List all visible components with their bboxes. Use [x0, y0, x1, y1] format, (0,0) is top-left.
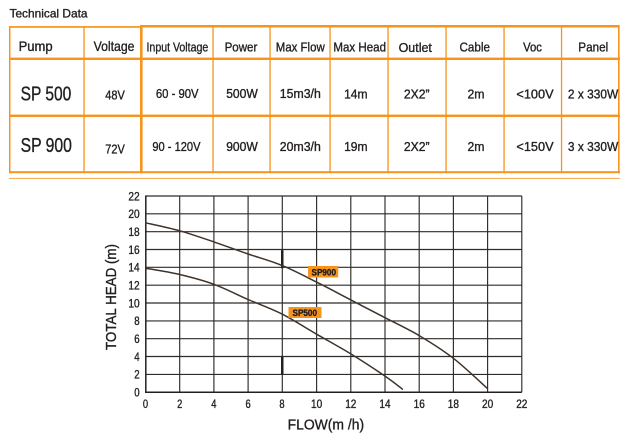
svg-text:12: 12 [128, 281, 139, 293]
svg-text:4: 4 [211, 399, 217, 411]
svg-text:Power: Power [225, 40, 258, 55]
svg-text:Pump: Pump [19, 39, 53, 54]
svg-text:0: 0 [134, 388, 139, 400]
svg-text:14: 14 [379, 399, 391, 411]
svg-text:TOTAL HEAD (m): TOTAL HEAD (m) [103, 244, 120, 350]
svg-text:900W: 900W [226, 139, 258, 154]
svg-text:Voc: Voc [523, 40, 542, 55]
svg-text:<150V: <150V [516, 139, 554, 154]
svg-text:6: 6 [246, 399, 251, 411]
svg-text:20: 20 [482, 399, 493, 411]
svg-text:8: 8 [279, 399, 284, 411]
svg-text:14m: 14m [344, 87, 367, 102]
svg-text:Input Voltage: Input Voltage [147, 39, 209, 54]
svg-text:16: 16 [414, 399, 425, 411]
svg-text:Max Flow: Max Flow [276, 40, 325, 55]
svg-text:2: 2 [134, 370, 139, 382]
svg-text:SP900: SP900 [312, 267, 337, 277]
svg-text:500W: 500W [226, 86, 258, 101]
svg-text:19m: 19m [344, 139, 367, 154]
svg-text:2X2”: 2X2” [404, 139, 430, 154]
svg-text:SP500: SP500 [293, 308, 318, 318]
svg-text:3 x 330W: 3 x 330W [568, 139, 619, 154]
svg-text:<100V: <100V [516, 87, 554, 102]
svg-text:Technical Data: Technical Data [10, 7, 88, 21]
svg-text:2m: 2m [468, 87, 485, 102]
svg-text:20m3/h: 20m3/h [280, 140, 321, 154]
svg-text:8: 8 [134, 316, 139, 328]
svg-text:FLOW(m /h): FLOW(m /h) [288, 417, 365, 434]
svg-text:90 - 120V: 90 - 120V [152, 139, 200, 154]
svg-text:16: 16 [128, 245, 139, 257]
svg-text:22: 22 [516, 399, 527, 411]
svg-text:6: 6 [134, 334, 139, 346]
svg-text:2 x 330W: 2 x 330W [568, 87, 619, 102]
svg-text:14: 14 [128, 263, 140, 275]
svg-text:2m: 2m [468, 139, 485, 154]
svg-text:15m3/h: 15m3/h [280, 87, 321, 101]
svg-text:22: 22 [128, 191, 139, 203]
svg-text:SP 500: SP 500 [21, 82, 72, 105]
svg-text:SP 900: SP 900 [21, 134, 72, 157]
svg-text:Outlet: Outlet [399, 40, 433, 55]
svg-text:2X2”: 2X2” [404, 87, 430, 102]
svg-text:10: 10 [311, 399, 322, 411]
svg-text:4: 4 [134, 352, 140, 364]
svg-text:48V: 48V [105, 89, 125, 103]
svg-text:20: 20 [128, 209, 139, 221]
svg-text:18: 18 [448, 399, 459, 411]
svg-text:Panel: Panel [578, 40, 608, 55]
svg-text:Max Head: Max Head [333, 40, 386, 55]
svg-text:60 - 90V: 60 - 90V [156, 86, 199, 101]
svg-text:12: 12 [345, 399, 356, 411]
svg-text:18: 18 [128, 227, 139, 239]
svg-text:Cable: Cable [460, 40, 491, 55]
svg-text:72V: 72V [105, 142, 125, 156]
svg-text:Voltage: Voltage [94, 38, 135, 54]
svg-text:2: 2 [177, 399, 182, 411]
svg-text:10: 10 [128, 298, 139, 310]
svg-text:0: 0 [143, 399, 148, 411]
